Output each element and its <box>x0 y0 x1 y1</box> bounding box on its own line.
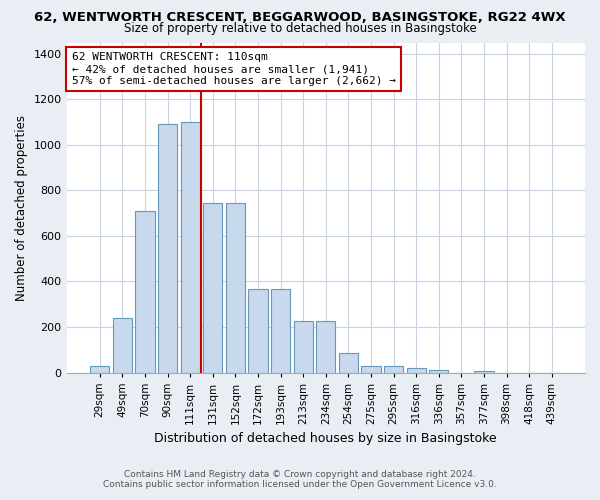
Bar <box>158 124 177 372</box>
Bar <box>271 290 290 372</box>
Text: 62 WENTWORTH CRESCENT: 110sqm
← 42% of detached houses are smaller (1,941)
57% o: 62 WENTWORTH CRESCENT: 110sqm ← 42% of d… <box>72 52 396 86</box>
Bar <box>361 366 380 372</box>
Bar <box>90 366 109 372</box>
Bar <box>339 353 358 372</box>
Bar <box>293 322 313 372</box>
Bar <box>203 203 223 372</box>
Bar <box>384 366 403 372</box>
Bar <box>248 290 268 372</box>
Bar <box>136 211 155 372</box>
X-axis label: Distribution of detached houses by size in Basingstoke: Distribution of detached houses by size … <box>154 432 497 445</box>
Bar <box>181 122 200 372</box>
Bar <box>113 318 132 372</box>
Text: Size of property relative to detached houses in Basingstoke: Size of property relative to detached ho… <box>124 22 476 35</box>
Bar <box>429 370 448 372</box>
Bar <box>407 368 426 372</box>
Text: 62, WENTWORTH CRESCENT, BEGGARWOOD, BASINGSTOKE, RG22 4WX: 62, WENTWORTH CRESCENT, BEGGARWOOD, BASI… <box>34 11 566 24</box>
Bar <box>475 370 494 372</box>
Bar <box>226 203 245 372</box>
Bar <box>316 322 335 372</box>
Text: Contains HM Land Registry data © Crown copyright and database right 2024.
Contai: Contains HM Land Registry data © Crown c… <box>103 470 497 489</box>
Y-axis label: Number of detached properties: Number of detached properties <box>15 114 28 300</box>
